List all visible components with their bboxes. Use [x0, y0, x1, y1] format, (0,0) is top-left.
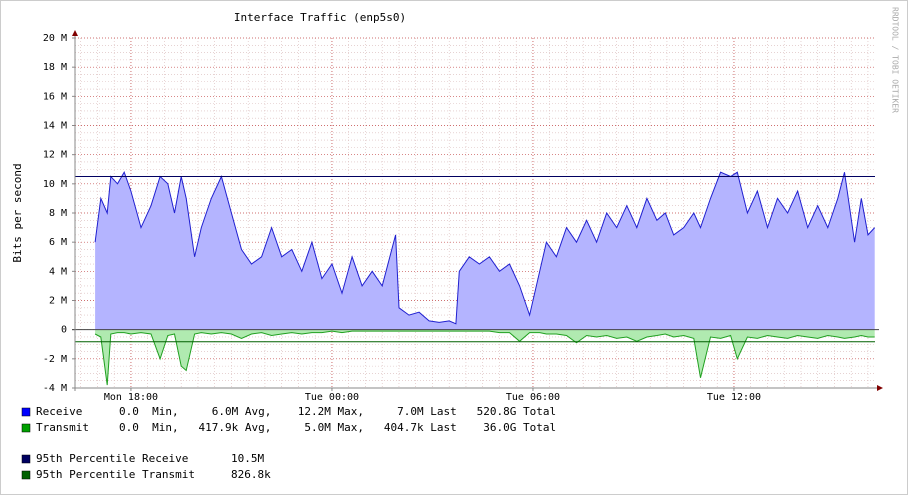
axes: -4 M -2 M 0 2 M 4 M 6 M 8 M 10 M 12 M 14 M 16 M 18 …: [43, 30, 883, 403]
y-axis-label: Bits per second: [11, 163, 24, 262]
y-tick-label: 0: [61, 325, 67, 336]
y-tick-label: 6 M: [49, 237, 67, 248]
line: [94, 330, 875, 386]
line: [94, 171, 876, 325]
y-tick-label: 4 M: [49, 266, 67, 277]
x-tick-label: Tue 06:00: [506, 392, 560, 403]
watermark: RRDTOOL / TOBI OETIKER: [891, 7, 900, 113]
x-tick-label: Tue 12:00: [707, 392, 761, 403]
area: [95, 329, 875, 386]
legend-value: 10.5M: [231, 452, 264, 465]
legend-label: 95th Percentile Receive: [36, 452, 188, 465]
x-tick-label: Mon 18:00: [104, 392, 158, 403]
y-tick-label: 18 M: [43, 62, 67, 73]
x-tick-label: Tue 00:00: [305, 392, 359, 403]
legend-swatch: [21, 407, 31, 417]
legend-swatch: [21, 454, 31, 464]
y-tick-label: 2 M: [49, 296, 67, 307]
y-tick-label: 16 M: [43, 91, 67, 102]
legend-label: Transmit: [36, 421, 89, 434]
y-arrow: [72, 30, 78, 36]
y-tick-label: 20 M: [43, 33, 67, 44]
chart-title: Interface Traffic (enp5s0): [234, 11, 406, 24]
legend-value: 0.0 Min, 417.9k Avg, 5.0M Max, 404.7k La…: [119, 421, 556, 434]
legend-value: 826.8k: [231, 468, 271, 481]
y-tick-label: 12 M: [43, 150, 67, 161]
x-arrow: [877, 385, 883, 391]
legend-label: Receive: [36, 405, 82, 418]
legend-swatch: [21, 423, 31, 433]
legend-swatch: [21, 470, 31, 480]
y-tick-label: 10 M: [43, 179, 67, 190]
legend-label: 95th Percentile Transmit: [36, 468, 195, 481]
plot: [75, 171, 876, 386]
y-tick-label: -4 M: [43, 383, 67, 394]
legend-value: 0.0 Min, 6.0M Avg, 12.2M Max, 7.0M Last …: [119, 405, 556, 418]
y-tick-label: -2 M: [43, 354, 67, 365]
y-tick-label: 8 M: [49, 208, 67, 219]
area: [95, 172, 875, 330]
y-tick-label: 14 M: [43, 121, 67, 132]
